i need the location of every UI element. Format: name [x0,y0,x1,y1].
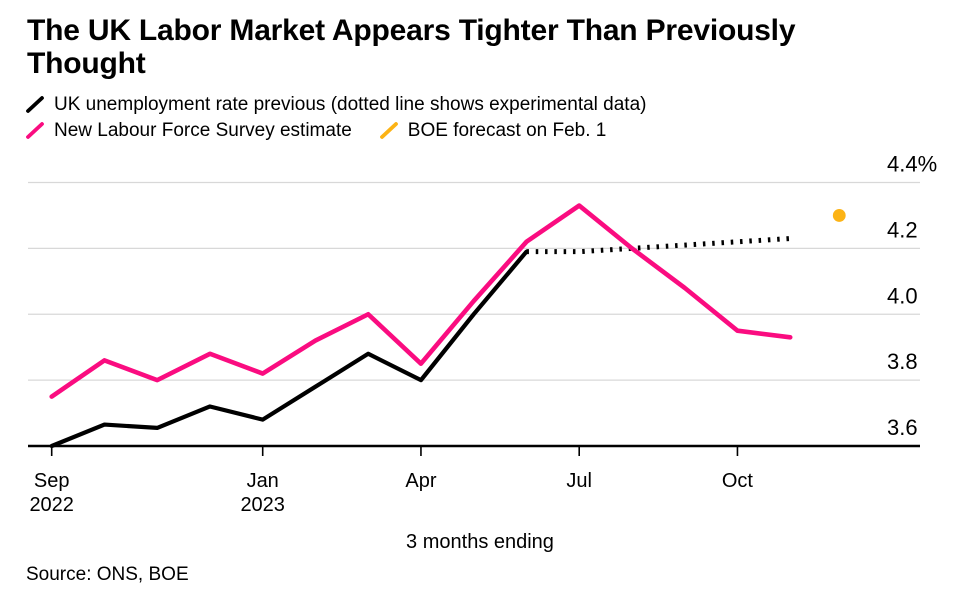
y-tick-label: 4.2 [887,217,918,242]
legend-item-boe-forecast: BOE forecast on Feb. 1 [378,120,607,142]
x-tick-label: Jan [247,470,279,492]
legend-label-boe-forecast: BOE forecast on Feb. 1 [407,120,607,141]
title-line-2: Thought [27,47,146,80]
x-tick-sublabel: 2023 [240,494,285,516]
x-tick-label: Oct [722,470,754,492]
legend-item-previous: UK unemployment rate previous (dotted li… [24,94,646,116]
x-tick-sublabel: 2022 [29,494,74,516]
legend-row-1: UK unemployment rate previous (dotted li… [24,92,646,118]
y-tick-label: 3.8 [887,349,918,374]
x-tick-label: Sep [34,470,70,492]
series-line-new-lfs [49,203,793,399]
x-tick-label: Apr [405,470,436,492]
y-tick-label: 4.4% [887,152,937,177]
source-credit: Source: ONS, BOE [26,564,189,585]
x-axis-title: 3 months ending [406,531,554,553]
legend-item-new-lfs: New Labour Force Survey estimate [24,120,352,142]
page-title: The UK Labor Market Appears Tighter Than… [27,14,927,80]
x-tick-label: Jul [566,470,592,492]
series-line-previous-experimental-dotted [526,235,791,255]
black-slash-icon [26,96,44,113]
legend-label-previous: UK unemployment rate previous (dotted li… [54,94,647,115]
legend-row-2: New Labour Force Survey estimate BOE for… [24,118,646,144]
legend-label-new-lfs: New Labour Force Survey estimate [54,120,352,141]
title-line-1: The UK Labor Market Appears Tighter Than… [27,14,796,47]
series-line-previous [49,249,529,449]
y-tick-label: 4.0 [887,283,918,308]
boe-forecast-dot [832,209,846,222]
y-tick-label: 3.6 [887,415,918,440]
chart-legend: UK unemployment rate previous (dotted li… [24,92,646,144]
yellow-slash-icon [379,122,398,139]
pink-slash-icon [26,122,44,139]
